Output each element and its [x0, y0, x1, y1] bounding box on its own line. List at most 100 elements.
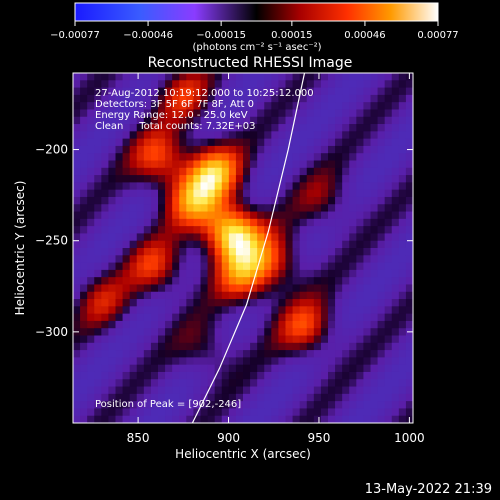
heatmap-cell — [207, 138, 216, 147]
heatmap-cell — [115, 328, 123, 336]
heatmap-cell — [80, 255, 88, 263]
heatmap-cell — [108, 80, 116, 88]
heatmap-cell — [342, 204, 350, 212]
heatmap-cell — [186, 87, 194, 96]
heatmap-cell — [207, 328, 216, 336]
heatmap-cell — [299, 153, 308, 161]
heatmap-cell — [94, 291, 102, 300]
heatmap-cell — [363, 233, 371, 242]
heatmap-cell — [370, 248, 378, 256]
heatmap-cell — [384, 408, 393, 417]
heatmap-cell — [101, 386, 109, 395]
heatmap-cell — [370, 350, 378, 358]
heatmap-cell — [335, 248, 343, 256]
heatmap-cell — [150, 87, 159, 96]
heatmap-cell — [101, 408, 109, 417]
heatmap-cell — [257, 102, 265, 110]
heatmap-cell — [384, 196, 393, 205]
heatmap-cell — [200, 291, 208, 300]
heatmap-cell — [221, 218, 230, 227]
heatmap-cell — [278, 175, 286, 183]
heatmap-cell — [122, 350, 131, 358]
heatmap-cell — [299, 196, 308, 205]
heatmap-cell — [108, 335, 116, 344]
heatmap-cell — [398, 175, 407, 183]
heatmap-cell — [271, 226, 279, 234]
heatmap-cell — [172, 109, 180, 118]
heatmap-cell — [221, 357, 230, 366]
heatmap-cell — [313, 386, 322, 395]
heatmap-cell — [129, 131, 138, 140]
heatmap-cell — [221, 80, 230, 88]
heatmap-cell — [214, 73, 223, 81]
heatmap-cell — [150, 124, 159, 132]
heatmap-cell — [243, 138, 251, 147]
heatmap-cell — [80, 138, 88, 147]
heatmap-cell — [391, 116, 400, 125]
heatmap-cell — [193, 153, 201, 161]
heatmap-cell — [108, 240, 116, 249]
heatmap-cell — [101, 415, 109, 423]
heatmap-cell — [342, 196, 350, 205]
heatmap-cell — [235, 342, 244, 351]
heatmap-cell — [363, 306, 371, 315]
heatmap-cell — [165, 335, 173, 344]
heatmap-cell — [101, 145, 109, 154]
heatmap-cell — [122, 116, 131, 125]
heatmap-cell — [264, 80, 272, 88]
heatmap-cell — [292, 138, 301, 147]
heatmap-cell — [158, 364, 166, 373]
heatmap-cell — [122, 218, 131, 227]
heatmap-cell — [306, 342, 315, 351]
heatmap-cell — [306, 211, 315, 220]
heatmap-cell — [363, 87, 371, 96]
heatmap-cell — [398, 109, 407, 118]
heatmap-cell — [207, 102, 216, 110]
heatmap-cell — [186, 189, 194, 198]
heatmap-cell — [115, 306, 123, 315]
heatmap-cell — [405, 335, 413, 344]
heatmap-cell — [143, 320, 152, 329]
heatmap-cell — [193, 335, 201, 344]
heatmap-cell — [150, 145, 159, 154]
heatmap-cell — [384, 116, 393, 125]
heatmap-cell — [243, 306, 251, 315]
heatmap-cell — [136, 233, 145, 242]
heatmap-cell — [278, 73, 286, 81]
heatmap-cell — [299, 94, 308, 103]
heatmap-cell — [207, 408, 216, 417]
heatmap-cell — [320, 342, 329, 351]
heatmap-cell — [292, 116, 301, 125]
heatmap-cell — [356, 73, 364, 81]
heatmap-cell — [80, 269, 88, 278]
heatmap-cell — [207, 262, 216, 271]
heatmap-cell — [342, 291, 350, 300]
heatmap-cell — [115, 124, 123, 132]
heatmap-cell — [87, 277, 95, 285]
heatmap-cell — [370, 415, 378, 423]
heatmap-cell — [228, 124, 237, 132]
heatmap-cell — [80, 379, 88, 387]
heatmap-cell — [328, 160, 336, 169]
heatmap-cell — [115, 284, 123, 293]
heatmap-cell — [398, 277, 407, 285]
heatmap-cell — [73, 320, 81, 329]
heatmap-cell — [299, 167, 308, 176]
heatmap-cell — [172, 87, 180, 96]
heatmap-cell — [94, 109, 102, 118]
heatmap-cell — [271, 175, 279, 183]
heatmap-cell — [306, 116, 315, 125]
heatmap-cell — [73, 138, 81, 147]
heatmap-cell — [391, 350, 400, 358]
heatmap-cell — [370, 291, 378, 300]
heatmap-cell — [122, 94, 131, 103]
heatmap-cell — [356, 102, 364, 110]
heatmap-cell — [235, 218, 244, 227]
heatmap-cell — [342, 189, 350, 198]
heatmap-cell — [356, 226, 364, 234]
heatmap-cell — [292, 131, 301, 140]
heatmap-cell — [278, 124, 286, 132]
heatmap-cell — [108, 109, 116, 118]
heatmap-cell — [391, 386, 400, 395]
heatmap-cell — [264, 313, 272, 322]
